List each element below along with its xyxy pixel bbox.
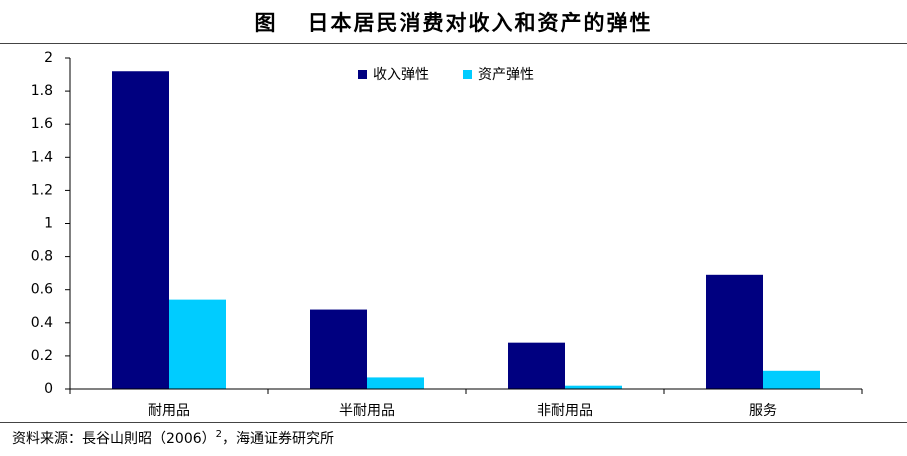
category-label: 非耐用品	[537, 403, 593, 419]
source-note: 资料来源：長谷山則昭（2006）2，海通证券研究所	[12, 428, 334, 448]
y-tick-label: 0.4	[31, 315, 53, 331]
category-label: 服务	[749, 403, 777, 419]
legend: 收入弹性 资产弹性	[358, 67, 534, 83]
legend-label-asset: 资产弹性	[478, 67, 534, 83]
x-axis-labels: 耐用品 半耐用品 非耐用品 服务	[148, 403, 777, 419]
figure-label: 图	[254, 10, 278, 35]
y-tick-label: 1.6	[31, 116, 53, 132]
legend-entry-asset: 资产弹性	[463, 67, 534, 83]
y-tick-label: 2	[44, 50, 53, 66]
source-footnote-marker: 2	[215, 429, 223, 440]
source-suffix: ，海通证券研究所	[222, 431, 335, 447]
bar-series-0-category-2	[508, 342, 565, 389]
y-tick-label: 0.2	[31, 348, 53, 364]
y-tick-label: 1.2	[31, 182, 53, 198]
y-tick-label: 0.8	[31, 249, 53, 265]
y-axis-ticks: 0 0.2 0.4 0.6 0.8 1 1.2 1.4 1.6 1.8 2	[31, 50, 70, 397]
bar-series-1-category-0	[169, 299, 226, 389]
bar-series-0-category-3	[706, 274, 763, 389]
y-tick-label: 1.8	[31, 83, 53, 99]
y-tick-label: 0.6	[31, 282, 53, 298]
bar-series-1-category-1	[367, 377, 424, 389]
legend-label-income: 收入弹性	[373, 67, 429, 83]
chart-title: 图 日本居民消费对收入和资产的弹性	[0, 0, 907, 44]
legend-swatch-income	[358, 70, 367, 79]
bar-series-0-category-0	[112, 71, 169, 390]
bar-series-1-category-2	[565, 385, 622, 389]
category-label: 半耐用品	[339, 403, 395, 419]
legend-swatch-asset	[463, 70, 472, 79]
figure-title-text: 日本居民消费对收入和资产的弹性	[307, 10, 653, 35]
bar-series-1-category-3	[763, 370, 820, 389]
legend-entry-income: 收入弹性	[358, 67, 429, 83]
y-tick-label: 1.4	[31, 149, 53, 165]
category-label: 耐用品	[148, 403, 190, 419]
bar-series-0-category-1	[310, 309, 367, 389]
y-tick-label: 1	[44, 216, 53, 232]
source-prefix: 资料来源：長谷山則昭（2006）	[12, 431, 216, 447]
bars	[112, 71, 820, 390]
bottom-divider	[0, 422, 907, 423]
y-tick-label: 0	[44, 381, 53, 397]
x-axis-ticks	[69, 389, 863, 394]
